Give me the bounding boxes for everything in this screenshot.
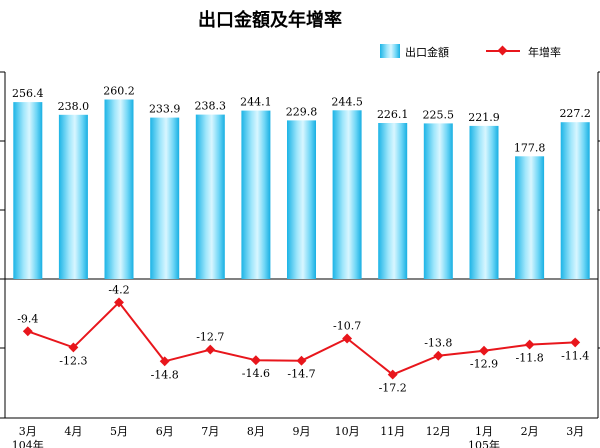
x-tick-label: 5月 xyxy=(110,425,128,438)
bar-value-label: 256.4 xyxy=(12,87,44,100)
x-tick-label: 3月 xyxy=(566,425,584,438)
line-point xyxy=(479,345,489,356)
line-value-label: -13.8 xyxy=(424,337,452,350)
bar-value-label: 221.9 xyxy=(468,111,500,124)
x-tick-label: 1月 xyxy=(475,425,493,438)
bar xyxy=(332,110,362,279)
bar-value-label: 227.2 xyxy=(559,107,591,120)
bar-value-label: 244.5 xyxy=(331,95,363,108)
line-value-label: -12.3 xyxy=(59,354,87,367)
chart-title: 出口金額及年增率 xyxy=(198,9,342,31)
bar-value-label: 244.1 xyxy=(240,96,272,109)
x-tick-label: 3月 xyxy=(19,425,37,438)
bar xyxy=(241,110,271,279)
bar-value-label: 233.9 xyxy=(149,103,181,116)
line-value-label: -10.7 xyxy=(333,320,361,333)
line-point xyxy=(205,344,216,355)
year-label: 105年 xyxy=(468,438,500,448)
line-value-label: -14.7 xyxy=(287,368,315,381)
bar-value-label: 177.8 xyxy=(514,141,546,154)
line-value-label: -12.7 xyxy=(196,331,224,344)
line-point xyxy=(524,339,535,350)
bar-value-label: 238.0 xyxy=(58,100,90,113)
line-value-label: -14.8 xyxy=(151,368,179,381)
legend-line-label: 年增率 xyxy=(528,45,561,59)
bar xyxy=(104,99,134,279)
year-label: 104年 xyxy=(12,438,44,448)
bar xyxy=(195,114,225,279)
bar-value-label: 225.5 xyxy=(423,108,455,121)
line-labels: -9.4 -12.3 -4.2 -14.8 -12.7 -14.6 -14.7 -10.7 -1… xyxy=(17,283,589,394)
line-point xyxy=(159,356,170,367)
line-value-label: -11.8 xyxy=(515,352,543,365)
bar xyxy=(423,123,453,280)
legend: 出口金額 年增率 xyxy=(380,44,561,59)
line-value-label: -17.2 xyxy=(379,382,407,395)
x-tick-label: 10月 xyxy=(335,425,360,438)
legend-line-marker xyxy=(497,45,508,56)
x-tick-label: 12月 xyxy=(426,425,451,438)
line-value-label: -9.4 xyxy=(17,312,38,325)
line-point xyxy=(387,369,398,380)
line-value-label: -4.2 xyxy=(108,283,129,296)
bar-value-label: 238.3 xyxy=(195,100,227,113)
bar xyxy=(58,114,88,279)
bar-value-label: 226.1 xyxy=(377,108,409,121)
bar-labels: 256.4 238.0 260.2 233.9 238.3 244.1 229.8 244.5… xyxy=(12,85,591,155)
bar-value-label: 229.8 xyxy=(286,105,318,118)
bar-series xyxy=(13,99,590,280)
line-value-label: -14.6 xyxy=(242,367,270,380)
line-point xyxy=(342,333,353,344)
bar xyxy=(150,117,180,279)
line-point xyxy=(570,337,581,348)
legend-bar-label: 出口金額 xyxy=(405,45,449,59)
bar xyxy=(287,120,316,280)
line-point xyxy=(296,355,307,366)
line-point xyxy=(22,326,33,337)
bar xyxy=(560,122,590,279)
x-tick-label: 4月 xyxy=(64,425,82,438)
x-tick-label: 8月 xyxy=(247,425,265,438)
bar xyxy=(515,156,545,279)
legend-bar-swatch xyxy=(380,44,400,58)
x-tick-label: 2月 xyxy=(521,425,539,438)
line-value-label: -12.9 xyxy=(470,358,498,371)
x-tick-label: 9月 xyxy=(293,425,311,438)
line-value-label: -11.4 xyxy=(561,349,589,362)
x-tick-label: 11月 xyxy=(380,425,405,438)
bar-value-label: 260.2 xyxy=(103,85,135,98)
bar xyxy=(378,123,408,279)
x-tick-label: 7月 xyxy=(201,425,219,438)
x-tick-label: 6月 xyxy=(156,425,174,438)
bar xyxy=(13,102,43,279)
bar xyxy=(469,125,499,280)
line-point xyxy=(250,355,261,366)
line-point xyxy=(433,350,444,361)
